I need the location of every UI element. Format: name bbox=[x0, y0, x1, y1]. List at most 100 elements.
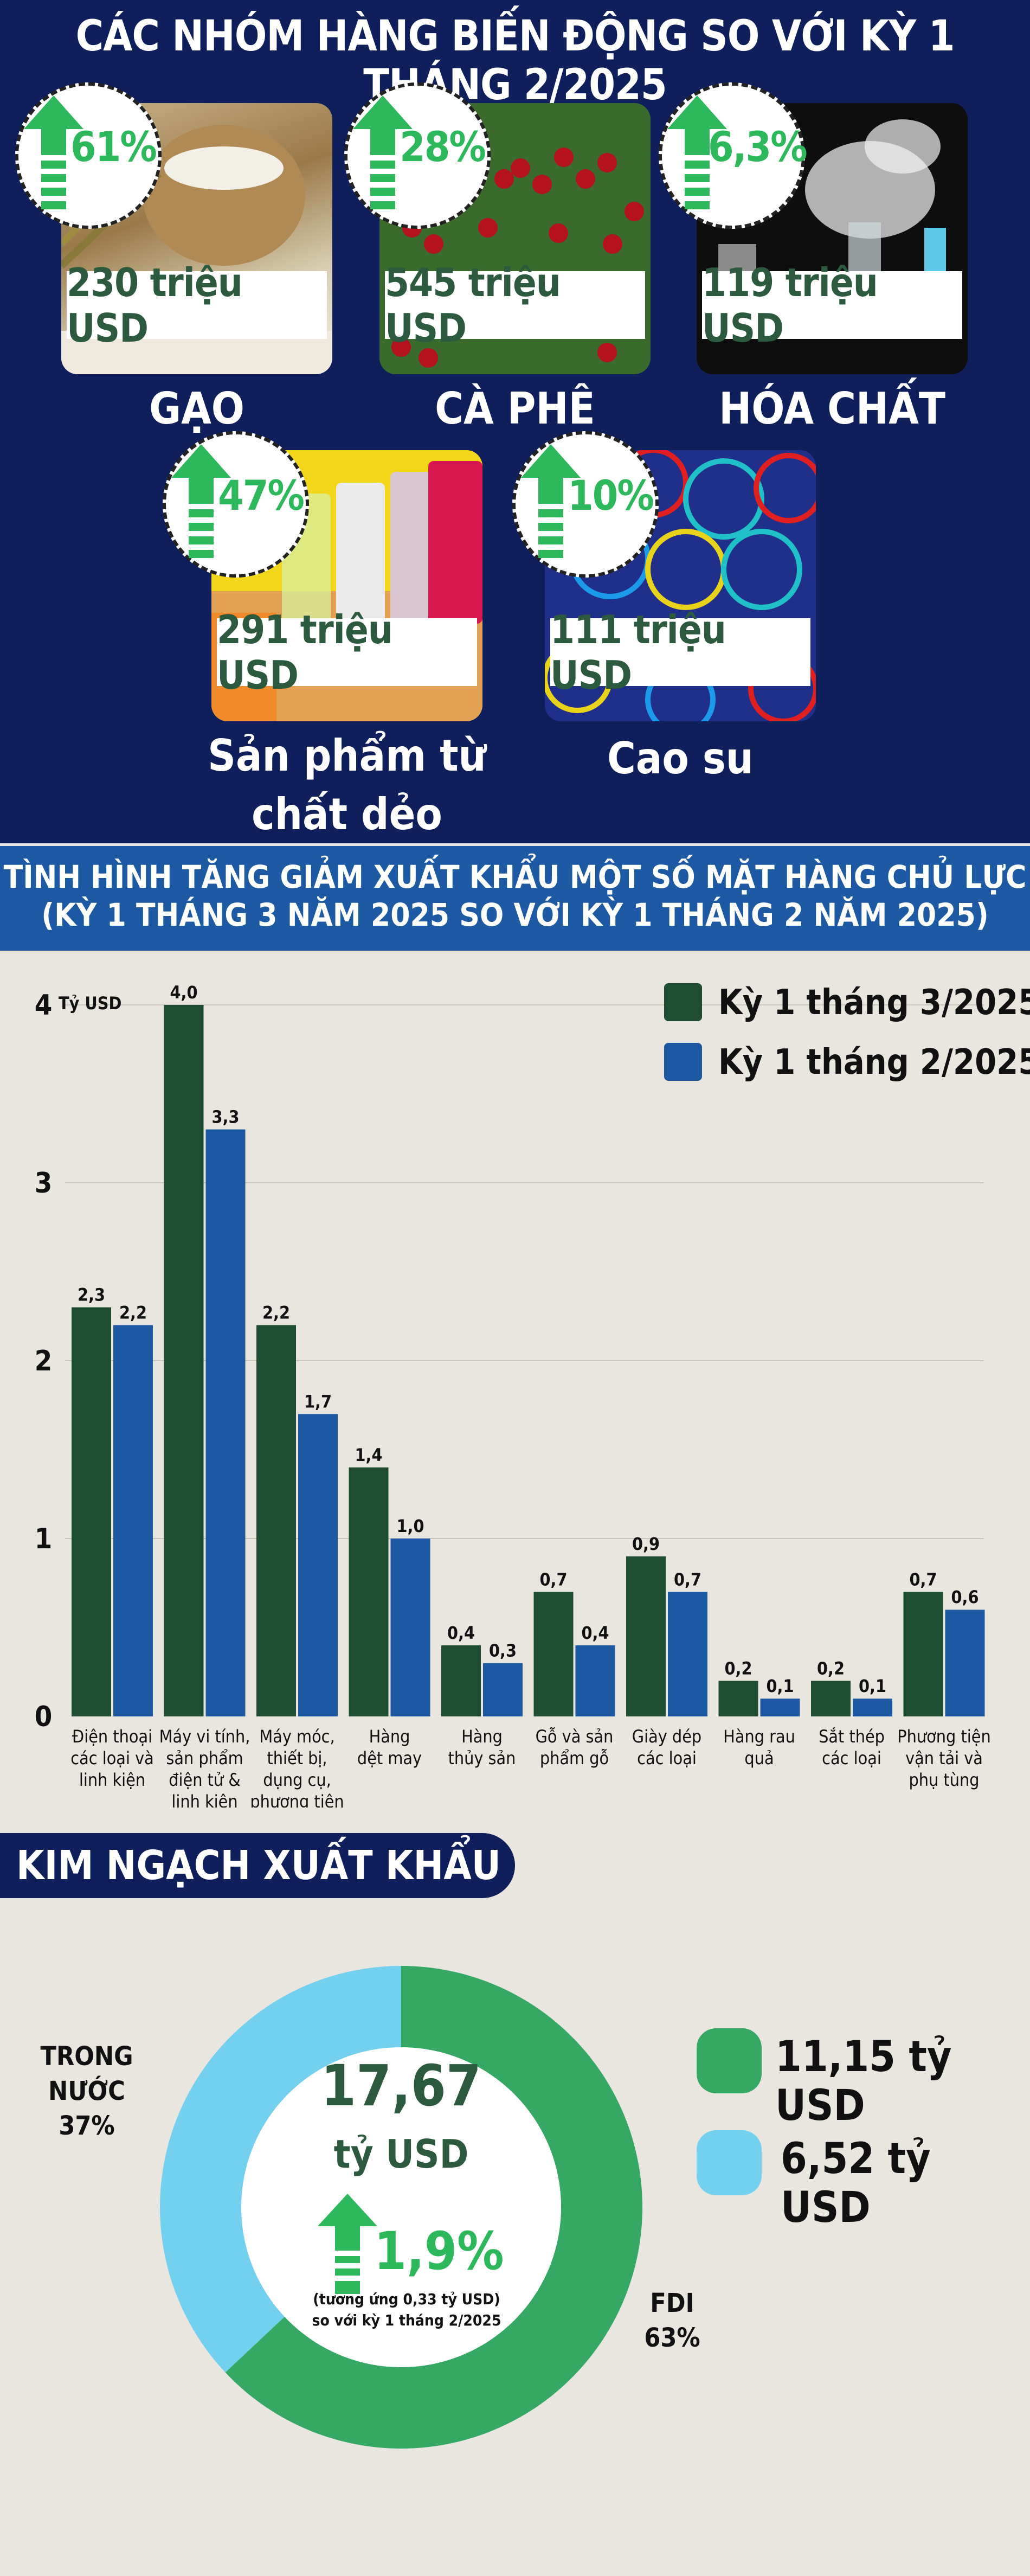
bar bbox=[298, 1414, 338, 1716]
bar bbox=[903, 1592, 943, 1716]
x-tick-label: thiết bị, bbox=[267, 1748, 327, 1768]
x-tick-label: sản phẩm bbox=[166, 1748, 243, 1768]
fdi-legend-swatch bbox=[697, 2028, 762, 2093]
y-tick-label: 2 bbox=[35, 1345, 53, 1377]
donut-slice bbox=[160, 1966, 401, 2373]
data-label: 0,6 bbox=[951, 1587, 979, 1607]
bar bbox=[483, 1663, 523, 1716]
y-tick-label: 0 bbox=[35, 1701, 53, 1733]
data-label: 4,0 bbox=[170, 982, 198, 1003]
plastic-label: Sản phẩm từ chất dẻo bbox=[184, 727, 510, 844]
value-box: 111 triệu USD bbox=[550, 607, 810, 698]
bar bbox=[718, 1681, 758, 1716]
donut-unit: tỷ USD bbox=[333, 2131, 469, 2177]
up-arrow-icon bbox=[353, 95, 413, 209]
x-tick-label: các loại và bbox=[70, 1748, 154, 1768]
y-axis-unit: Tỷ USD bbox=[59, 993, 121, 1014]
donut-growth: 1,9% bbox=[374, 2221, 504, 2282]
fdi-label: FDI 63% bbox=[618, 2286, 726, 2355]
data-label: 0,2 bbox=[817, 1658, 845, 1678]
x-tick-label: linh kiện bbox=[79, 1770, 145, 1790]
coffee-label: CÀ PHÊ bbox=[435, 383, 595, 434]
x-tick-label: Hàng bbox=[369, 1726, 410, 1747]
data-label: 3,3 bbox=[212, 1107, 240, 1127]
bar bbox=[441, 1645, 481, 1716]
percent-label: 10% bbox=[568, 471, 654, 520]
donut-slice bbox=[225, 1966, 642, 2449]
donut-total: 17,67 bbox=[321, 2053, 481, 2119]
data-label: 2,2 bbox=[119, 1302, 147, 1323]
plastic-growth-badge: 47% bbox=[163, 431, 309, 578]
rice-label: GẠO bbox=[149, 383, 244, 434]
domestic-legend-swatch bbox=[697, 2130, 762, 2195]
x-tick-label: Gỗ và sản bbox=[536, 1726, 614, 1747]
legend-label: Kỳ 1 tháng 3/2025 bbox=[718, 983, 1030, 1023]
up-arrow-icon bbox=[667, 95, 727, 209]
value-box: 119 triệu USD bbox=[702, 260, 962, 351]
coffee-growth-badge: 28% bbox=[344, 82, 491, 229]
bar bbox=[349, 1467, 389, 1716]
value-box: 291 triệu USD bbox=[217, 607, 477, 698]
data-label: 0,1 bbox=[767, 1676, 794, 1696]
data-label: 0,9 bbox=[632, 1534, 660, 1554]
value-box: 230 triệu USD bbox=[67, 260, 327, 351]
data-label: 0,1 bbox=[859, 1676, 886, 1696]
x-tick-label: dụng cụ, bbox=[263, 1770, 331, 1790]
bar bbox=[668, 1592, 707, 1716]
bar bbox=[533, 1592, 574, 1716]
up-arrow-icon bbox=[521, 444, 581, 558]
x-tick-label: phương tiện bbox=[250, 1791, 344, 1808]
x-tick-label: Phương tiện bbox=[897, 1726, 990, 1747]
x-tick-label: Máy vi tính, bbox=[159, 1726, 250, 1747]
percent-label: 47% bbox=[218, 471, 305, 520]
legend-swatch bbox=[664, 983, 702, 1021]
bar-chart-title-line1: TÌNH HÌNH TĂNG GIẢM XUẤT KHẨU MỘT SỐ MẶT… bbox=[3, 858, 1027, 895]
data-label: 2,3 bbox=[78, 1285, 105, 1305]
legend-label: Kỳ 1 tháng 2/2025 bbox=[718, 1042, 1030, 1082]
x-tick-label: Điện thoại bbox=[72, 1726, 152, 1747]
rice-photo-icon bbox=[61, 125, 332, 374]
bar bbox=[853, 1699, 892, 1716]
section-title: CÁC NHÓM HÀNG BIẾN ĐỘNG SO VỚI KỲ 1 THÁN… bbox=[75, 12, 955, 110]
plastic-label-line2: chất dẻo bbox=[252, 789, 442, 840]
data-label: 0,2 bbox=[725, 1658, 752, 1678]
bar bbox=[575, 1645, 615, 1716]
x-tick-label: điện tử & bbox=[169, 1770, 241, 1790]
bar bbox=[72, 1307, 111, 1716]
export-title-tab bbox=[0, 1833, 515, 1898]
commodity-groups-section: CÁC NHÓM HÀNG BIẾN ĐỘNG SO VỚI KỲ 1 THÁN… bbox=[0, 0, 1030, 843]
export-donut-chart bbox=[160, 1966, 642, 2449]
data-label: 1,0 bbox=[397, 1516, 424, 1536]
rice-growth-badge: 61% bbox=[15, 82, 162, 229]
up-arrow-icon bbox=[24, 95, 83, 209]
domestic-label: TRONG NƯỚC 37% bbox=[0, 2039, 173, 2143]
bar bbox=[113, 1325, 153, 1716]
data-label: 0,7 bbox=[674, 1569, 701, 1590]
legend-swatch bbox=[664, 1043, 702, 1081]
data-label: 0,7 bbox=[540, 1569, 568, 1590]
data-label: 0,4 bbox=[447, 1623, 475, 1643]
bar-chart-header: TÌNH HÌNH TĂNG GIẢM XUẤT KHẨU MỘT SỐ MẶT… bbox=[0, 846, 1030, 951]
donut-note-line2: so với kỳ 1 tháng 2/2025 bbox=[312, 2311, 501, 2329]
bar bbox=[760, 1699, 800, 1716]
x-tick-label: các loại bbox=[822, 1748, 881, 1768]
domestic-legend-value: 6,52 tỷ USD bbox=[781, 2135, 931, 2232]
value-box: 545 triệu USD bbox=[385, 260, 645, 351]
x-tick-label: linh kiện bbox=[171, 1791, 237, 1808]
rubber-growth-badge: 10% bbox=[512, 431, 659, 578]
data-label: 0,7 bbox=[910, 1569, 937, 1590]
bar bbox=[626, 1556, 666, 1716]
donut-note-line1: (tương ứng 0,33 tỷ USD) bbox=[313, 2290, 500, 2308]
x-tick-label: phẩm gỗ bbox=[540, 1748, 609, 1768]
x-tick-label: thủy sản bbox=[448, 1748, 516, 1768]
y-tick-label: 3 bbox=[35, 1167, 53, 1200]
y-tick-label: 4 bbox=[35, 989, 53, 1022]
bar bbox=[811, 1681, 851, 1716]
export-title: KIM NGẠCH XUẤT KHẨU bbox=[16, 1842, 501, 1889]
chemical-growth-badge: 6,3% bbox=[659, 82, 808, 229]
x-tick-label: phụ tùng bbox=[909, 1770, 980, 1790]
x-tick-label: các loại bbox=[637, 1748, 697, 1768]
bar bbox=[164, 1005, 204, 1716]
x-tick-label: Sắt thép bbox=[819, 1726, 885, 1747]
